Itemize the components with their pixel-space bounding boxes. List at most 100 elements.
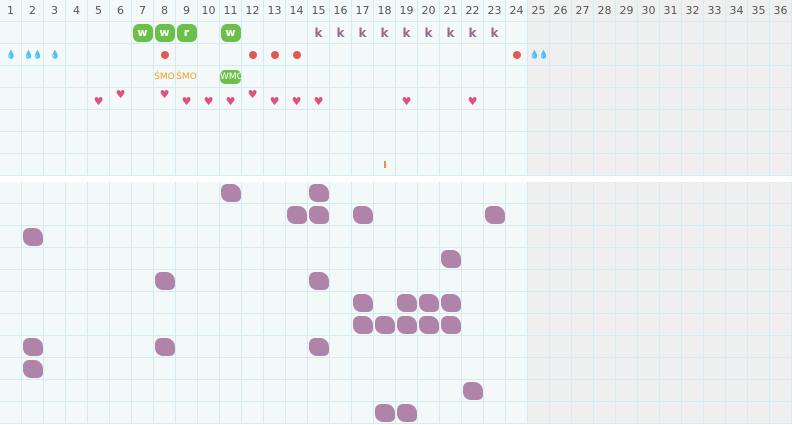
day-cell[interactable] <box>682 154 704 176</box>
day-cell[interactable] <box>88 314 110 336</box>
day-cell[interactable] <box>572 66 594 88</box>
day-cell[interactable] <box>110 314 132 336</box>
day-cell[interactable] <box>704 292 726 314</box>
day-cell[interactable] <box>176 204 198 226</box>
day-cell[interactable] <box>44 358 66 380</box>
entry-blob[interactable] <box>440 249 461 268</box>
day-cell[interactable] <box>528 270 550 292</box>
day-cell[interactable] <box>550 292 572 314</box>
day-cell[interactable] <box>616 402 638 424</box>
day-cell[interactable] <box>726 402 748 424</box>
day-cell[interactable] <box>352 44 374 66</box>
day-cell[interactable] <box>396 336 418 358</box>
day-cell[interactable] <box>242 402 264 424</box>
day-cell[interactable] <box>352 314 374 336</box>
day-cell[interactable] <box>660 88 682 110</box>
day-cell[interactable] <box>220 204 242 226</box>
day-cell[interactable] <box>440 154 462 176</box>
day-cell[interactable] <box>242 336 264 358</box>
day-cell[interactable] <box>748 314 770 336</box>
day-cell[interactable]: 💧 <box>44 44 66 66</box>
day-cell[interactable] <box>308 110 330 132</box>
day-cell[interactable] <box>572 402 594 424</box>
day-cell[interactable] <box>0 292 22 314</box>
day-cell[interactable] <box>110 270 132 292</box>
day-cell[interactable]: ŚMO <box>154 66 176 88</box>
day-header-9[interactable]: 9 <box>176 0 198 22</box>
day-cell[interactable] <box>352 292 374 314</box>
day-cell[interactable] <box>660 204 682 226</box>
day-cell[interactable] <box>550 132 572 154</box>
day-cell[interactable] <box>418 314 440 336</box>
day-cell[interactable] <box>88 110 110 132</box>
day-cell[interactable] <box>572 110 594 132</box>
day-cell[interactable] <box>308 336 330 358</box>
day-cell[interactable] <box>22 292 44 314</box>
day-cell[interactable] <box>396 292 418 314</box>
day-cell[interactable] <box>638 314 660 336</box>
day-cell[interactable] <box>682 226 704 248</box>
day-cell[interactable]: ŚMO <box>176 66 198 88</box>
day-cell[interactable] <box>616 110 638 132</box>
day-cell[interactable] <box>704 204 726 226</box>
day-cell[interactable] <box>286 380 308 402</box>
day-cell[interactable] <box>198 182 220 204</box>
day-cell[interactable] <box>594 358 616 380</box>
day-cell[interactable] <box>374 110 396 132</box>
day-cell[interactable] <box>220 154 242 176</box>
day-cell[interactable] <box>638 358 660 380</box>
entry-blob[interactable] <box>396 403 417 422</box>
day-cell[interactable] <box>638 226 660 248</box>
day-cell[interactable] <box>308 248 330 270</box>
day-cell[interactable] <box>704 248 726 270</box>
day-cell[interactable] <box>418 110 440 132</box>
day-cell[interactable] <box>594 22 616 44</box>
day-cell[interactable] <box>418 292 440 314</box>
day-cell[interactable] <box>396 66 418 88</box>
day-cell[interactable] <box>44 314 66 336</box>
day-cell[interactable] <box>352 336 374 358</box>
day-cell[interactable] <box>418 204 440 226</box>
day-cell[interactable] <box>440 226 462 248</box>
day-cell[interactable] <box>198 154 220 176</box>
day-cell[interactable] <box>66 336 88 358</box>
entry-blob[interactable] <box>22 359 43 378</box>
day-cell[interactable] <box>748 226 770 248</box>
day-cell[interactable] <box>374 292 396 314</box>
day-cell[interactable] <box>682 248 704 270</box>
entry-blob[interactable] <box>154 271 175 290</box>
day-cell[interactable] <box>286 226 308 248</box>
day-cell[interactable] <box>66 248 88 270</box>
day-cell[interactable] <box>770 132 792 154</box>
day-cell[interactable] <box>550 88 572 110</box>
day-cell[interactable] <box>286 292 308 314</box>
day-cell[interactable] <box>374 314 396 336</box>
day-cell[interactable] <box>220 110 242 132</box>
day-cell[interactable] <box>440 402 462 424</box>
day-cell[interactable] <box>770 22 792 44</box>
day-cell[interactable] <box>748 358 770 380</box>
day-cell[interactable] <box>242 132 264 154</box>
day-cell[interactable] <box>550 182 572 204</box>
day-cell[interactable] <box>154 248 176 270</box>
day-header-21[interactable]: 21 <box>440 0 462 22</box>
day-cell[interactable] <box>484 270 506 292</box>
day-cell[interactable] <box>704 110 726 132</box>
day-header-22[interactable]: 22 <box>462 0 484 22</box>
entry-blob[interactable] <box>308 183 329 202</box>
day-header-5[interactable]: 5 <box>88 0 110 22</box>
day-header-34[interactable]: 34 <box>726 0 748 22</box>
day-cell[interactable] <box>748 402 770 424</box>
entry-blob[interactable] <box>154 337 175 356</box>
day-cell[interactable] <box>704 380 726 402</box>
day-cell[interactable]: ♥ <box>242 88 264 110</box>
day-cell[interactable] <box>352 248 374 270</box>
day-cell[interactable] <box>330 248 352 270</box>
entry-blob[interactable] <box>22 227 43 246</box>
day-cell[interactable] <box>594 292 616 314</box>
day-cell[interactable] <box>462 402 484 424</box>
day-cell[interactable] <box>44 402 66 424</box>
day-cell[interactable] <box>462 226 484 248</box>
day-cell[interactable] <box>726 270 748 292</box>
day-cell[interactable] <box>704 226 726 248</box>
